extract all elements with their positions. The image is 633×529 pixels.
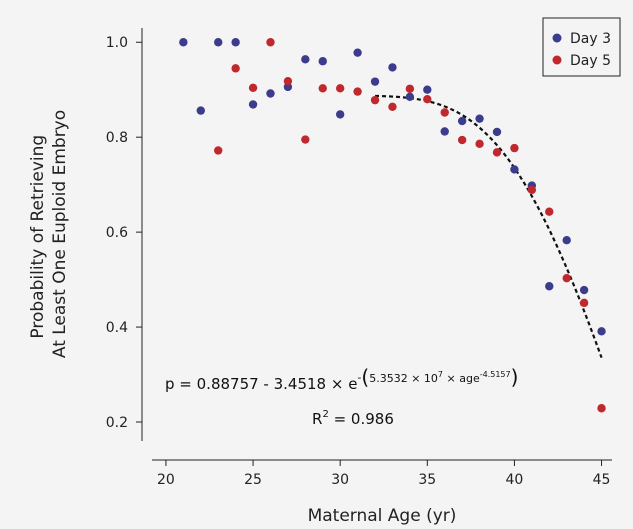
point-day-3: [370, 77, 380, 86]
y-axis-title-line-1: Probability of Retrieving: [28, 135, 48, 339]
equation-paren-open: (: [361, 365, 369, 389]
point-day-5: [231, 64, 240, 73]
point-day-3: [388, 63, 397, 72]
r-squared-value: = 0.986: [329, 410, 394, 428]
point-day-3: [475, 114, 484, 123]
point-day-5: [318, 84, 327, 93]
equation-exp-body: 5.3532 × 10: [369, 372, 438, 385]
point-day-5: [248, 83, 258, 93]
point-day-5: [388, 102, 397, 112]
point-day-3: [492, 127, 502, 137]
r-squared: R2 = 0.986: [312, 409, 394, 428]
point-day-5: [579, 298, 589, 308]
y-axis-title-line-2: At Least One Euploid Embryo: [50, 110, 70, 358]
point-day-5: [405, 84, 415, 93]
y-tick-label: 0.4: [106, 320, 128, 336]
point-day-3: [440, 127, 449, 136]
point-day-3: [423, 85, 432, 94]
point-day-3: [248, 100, 258, 109]
equation-age-power: -4.5157: [480, 370, 511, 379]
x-tick-label: 25: [244, 472, 262, 488]
point-day-5: [457, 135, 467, 145]
point-day-5: [545, 207, 554, 216]
y-tick-label: 0.6: [106, 225, 128, 241]
point-day-3: [457, 116, 467, 126]
point-day-3: [318, 57, 327, 66]
x-tick-label: 20: [157, 472, 175, 488]
legend-marker-day-5: [552, 55, 562, 65]
point-day-3: [405, 92, 415, 102]
point-day-3: [597, 327, 606, 336]
legend-label-day-3: Day 3: [570, 31, 611, 47]
point-day-3: [196, 106, 205, 115]
point-day-5: [597, 404, 606, 413]
equation-exp-mid: × age: [443, 372, 480, 385]
point-day-3: [510, 165, 519, 174]
data-points: [179, 38, 606, 413]
point-day-3: [579, 285, 589, 295]
x-tick-label: 35: [418, 472, 436, 488]
point-day-5: [214, 146, 223, 155]
equation-exp-prefix: -: [357, 371, 361, 384]
legend-marker-day-3: [552, 33, 562, 43]
point-day-3: [179, 38, 188, 47]
plot-area: 20 25 30 35 40 45 0.2 0.4 0.6 0.8 1.0: [106, 28, 612, 488]
legend: Day 3 Day 5: [542, 17, 621, 77]
point-day-3: [266, 89, 275, 98]
point-day-5: [562, 273, 571, 283]
point-day-3: [301, 55, 310, 64]
r-squared-prefix: R: [312, 410, 322, 428]
y-axis-title: Probability of Retrieving At Least One E…: [28, 110, 70, 358]
x-tick-label: 40: [506, 472, 524, 488]
y-tick-label: 0.8: [106, 130, 128, 146]
point-day-3: [335, 110, 345, 119]
point-day-3: [231, 38, 240, 47]
legend-box: [542, 17, 621, 77]
point-day-3: [353, 48, 362, 57]
equation-paren-close: ): [511, 365, 519, 389]
x-tick-label: 30: [331, 472, 349, 488]
point-day-3: [545, 282, 554, 291]
point-day-5: [353, 87, 362, 96]
point-day-5: [370, 95, 380, 105]
fit-curve: [375, 94, 603, 359]
equation-lhs: p = 0.88757 - 3.4518 × e: [165, 375, 357, 393]
y-axis-ticks: 0.2 0.4 0.6 0.8 1.0: [106, 35, 142, 431]
point-day-5: [475, 139, 484, 149]
legend-label-day-5: Day 5: [570, 53, 611, 69]
point-day-5: [423, 95, 432, 104]
equation-exp-power: 7: [438, 370, 443, 379]
point-day-5: [510, 143, 519, 153]
point-day-5: [266, 38, 275, 47]
point-day-5: [283, 76, 293, 86]
r-squared-power: 2: [322, 409, 328, 420]
point-day-5: [440, 108, 449, 117]
x-axis-ticks: 20 25 30 35 40 45: [157, 460, 610, 488]
point-day-5: [527, 185, 537, 195]
point-day-3: [214, 38, 223, 47]
y-tick-label: 1.0: [106, 35, 128, 51]
point-day-5: [301, 135, 310, 144]
point-day-5: [335, 84, 345, 93]
point-day-3: [562, 235, 571, 245]
fit-equation: p = 0.88757 - 3.4518 × e-(5.3532 × 107 ×…: [165, 365, 518, 393]
y-tick-label: 0.2: [106, 415, 128, 431]
x-axis-title: Maternal Age (yr): [308, 506, 457, 526]
point-day-5: [492, 148, 502, 157]
x-tick-label: 45: [593, 472, 611, 488]
